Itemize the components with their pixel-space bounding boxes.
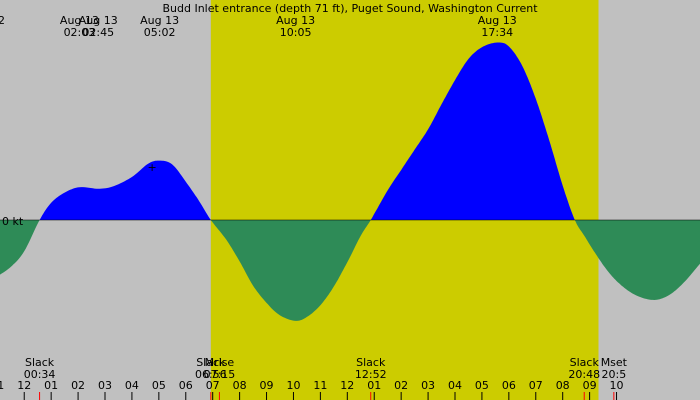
edge-label-left: 2 — [0, 14, 5, 27]
tick-label: 01 — [367, 379, 381, 392]
zero-kt-label: 0 kt — [2, 215, 24, 228]
top-annotation-time: 10:05 — [280, 26, 312, 39]
top-annotation-time: 02:03 — [64, 26, 96, 39]
tick-label: 01 — [44, 379, 58, 392]
top-annotation-date: Aug 13 — [79, 14, 118, 27]
event-label: Mset — [601, 356, 628, 369]
tick-label: 06 — [179, 379, 193, 392]
top-annotation-date: Aug 13 — [478, 14, 517, 27]
tick-label: 05 — [475, 379, 489, 392]
tick-label: 04 — [448, 379, 462, 392]
tick-label: 04 — [125, 379, 139, 392]
tick-label: 08 — [556, 379, 570, 392]
tick-label: 11 — [0, 379, 4, 392]
tick-label: 10 — [286, 379, 300, 392]
tick-label: 10 — [610, 379, 624, 392]
event-label: Slack — [356, 356, 386, 369]
top-annotation-time: 17:34 — [481, 26, 513, 39]
x-axis-ticks: 11 12 01 02 03 04 05 06 07 08 09 10 11 12 01 02 03 04 05 06… — [0, 379, 624, 400]
event-annotations: Slack00:34Slack06:56Mrise07:15Slack12:52… — [24, 356, 628, 400]
event-label: Slack — [25, 356, 55, 369]
event-time: 12:52 — [355, 368, 387, 381]
top-annotation-date: Aug 13 — [60, 14, 99, 27]
tick-label: 03 — [421, 379, 435, 392]
ebb-current-area — [0, 220, 700, 321]
tick-label: 06 — [502, 379, 516, 392]
tick-label: 03 — [98, 379, 112, 392]
event-time: 20:5 — [601, 368, 626, 381]
top-annotation-date: Aug 13 — [276, 14, 315, 27]
tick-label: 05 — [152, 379, 166, 392]
tick-label: 12 — [17, 379, 31, 392]
event-time: 07:15 — [204, 368, 236, 381]
tick-label: 07 — [206, 379, 220, 392]
event-time: 06:56 — [195, 368, 227, 381]
tick-label: 09 — [260, 379, 274, 392]
event-time: 00:34 — [24, 368, 56, 381]
top-annotation-time: 05:02 — [144, 26, 176, 39]
tick-label: 12 — [340, 379, 354, 392]
tick-label: 08 — [233, 379, 247, 392]
event-label: Mrise — [205, 356, 235, 369]
peak-marker: + — [148, 161, 157, 174]
tick-label: 09 — [583, 379, 597, 392]
tick-label: 11 — [313, 379, 327, 392]
chart-title: Budd Inlet entrance (depth 71 ft), Puget… — [162, 2, 538, 15]
event-label: Slack — [570, 356, 600, 369]
top-annotation-time: 02:45 — [82, 26, 114, 39]
event-time: 20:48 — [568, 368, 600, 381]
tick-label: 07 — [529, 379, 543, 392]
tick-label: 02 — [71, 379, 85, 392]
tick-label: 02 — [394, 379, 408, 392]
event-label: Slack — [196, 356, 226, 369]
top-annotation-date: Aug 13 — [140, 14, 179, 27]
flood-current-area — [0, 42, 700, 220]
